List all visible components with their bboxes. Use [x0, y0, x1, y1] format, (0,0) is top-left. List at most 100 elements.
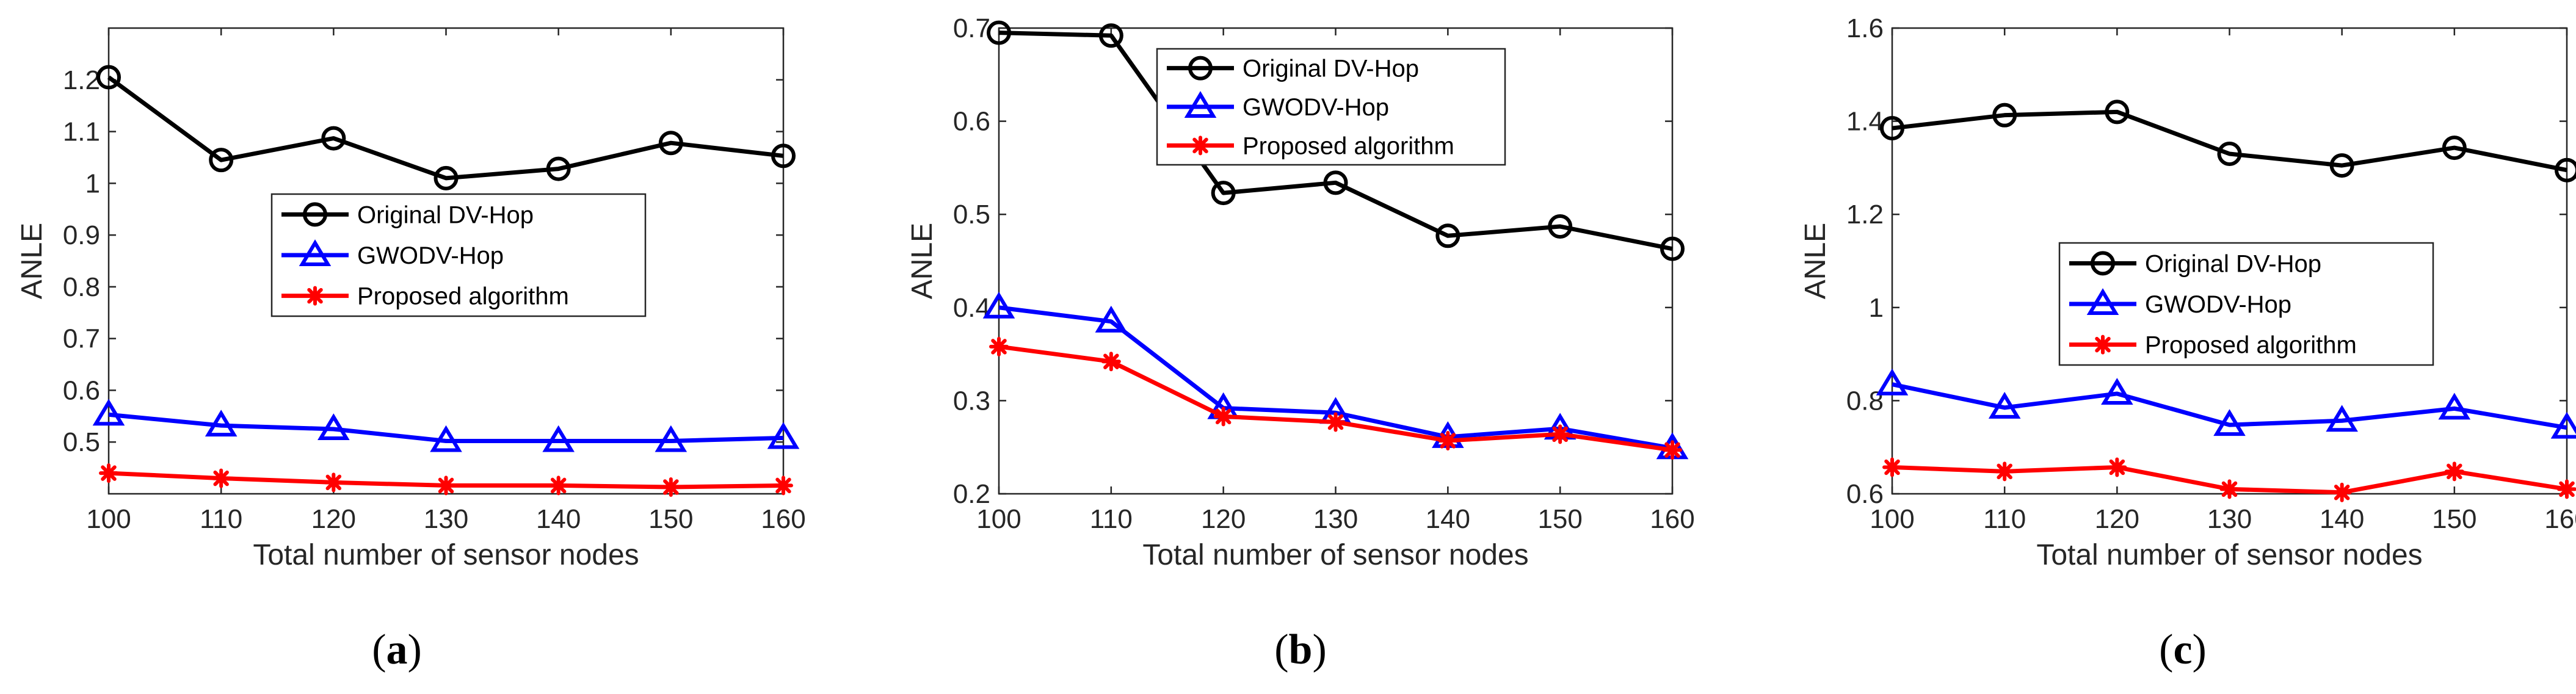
- legend-marker: [305, 286, 325, 306]
- series-line: [998, 31, 1673, 251]
- data-point: [430, 425, 462, 452]
- y-axis-label: ANLE: [1799, 223, 1832, 299]
- data-point: [655, 425, 688, 452]
- y-tick-label: 0.5: [953, 200, 990, 230]
- y-tick-label: 0.6: [953, 107, 990, 137]
- data-point: [989, 336, 1009, 356]
- data-point: [1988, 392, 2021, 419]
- series-circle: [96, 65, 796, 190]
- legend-item: GWODV-Hop: [281, 239, 504, 269]
- data-point: [324, 472, 344, 493]
- series-asterisk: [1882, 457, 2576, 502]
- data-point: [1880, 116, 1904, 141]
- panel-label: (a): [372, 626, 422, 673]
- legend-label: Original DV-Hop: [357, 201, 534, 228]
- x-tick-label: 130: [2207, 504, 2252, 534]
- data-point: [1660, 236, 1685, 261]
- data-point: [1876, 368, 1909, 396]
- data-point: [1550, 424, 1570, 444]
- series-line: [107, 75, 784, 181]
- data-point: [1213, 407, 1233, 427]
- data-point: [1101, 352, 1121, 372]
- x-tick-label: 150: [1537, 504, 1582, 534]
- y-tick-label: 1.2: [63, 65, 100, 95]
- data-point: [1438, 431, 1458, 451]
- x-tick-label: 100: [976, 504, 1021, 534]
- data-point: [661, 477, 681, 497]
- data-point: [321, 126, 346, 151]
- y-tick-label: 0.6: [1846, 479, 1884, 509]
- series-line: [108, 412, 784, 444]
- data-point: [2444, 461, 2464, 482]
- legend-label: Original DV-Hop: [2145, 250, 2321, 277]
- legend-label: Proposed algorithm: [2145, 332, 2357, 359]
- data-point: [982, 291, 1015, 319]
- series-line: [1892, 109, 2567, 173]
- x-tick-label: 100: [1870, 504, 1914, 534]
- data-point: [209, 148, 234, 173]
- y-tick-label: 0.8: [1846, 386, 1884, 416]
- chart-c: 100 110 120 130 140 150 160 0.6 0.8 1 1.2 1.4 1.6 Tot…: [1799, 13, 2576, 673]
- x-tick-label: 100: [86, 504, 131, 534]
- legend-item: Proposed algorithm: [281, 283, 569, 310]
- data-point: [2550, 411, 2576, 439]
- y-tick-label: 1: [85, 168, 100, 198]
- x-tick-label: 110: [1983, 504, 2026, 534]
- y-tick-label: 0.8: [63, 272, 100, 302]
- data-point: [1992, 103, 2017, 128]
- legend-marker: [2086, 288, 2119, 315]
- y-tick-label: 0.7: [63, 324, 100, 354]
- legend-label: GWODV-Hop: [1243, 94, 1389, 121]
- series-line: [1892, 382, 2567, 430]
- legend-marker: [299, 239, 332, 266]
- series-triangle: [92, 399, 800, 452]
- legend: Original DV-Hop GWODV-Hop Proposed algorit…: [1156, 48, 1506, 166]
- legend-item: GWODV-Hop: [2069, 288, 2291, 318]
- legend-item: Proposed algorithm: [2069, 332, 2357, 359]
- legend-item: GWODV-Hop: [1167, 91, 1389, 121]
- legend-label: GWODV-Hop: [357, 242, 504, 269]
- x-tick-label: 120: [311, 504, 356, 534]
- series-triangle: [1876, 368, 2576, 439]
- y-tick-label: 0.9: [63, 220, 100, 250]
- data-point: [99, 463, 118, 483]
- y-tick-label: 1.2: [1846, 200, 1884, 230]
- data-point: [1095, 305, 1128, 333]
- legend: Original DV-Hop GWODV-Hop Proposed algorit…: [270, 193, 647, 317]
- data-point: [767, 422, 800, 449]
- x-tick-label: 140: [536, 504, 581, 534]
- data-point: [205, 410, 238, 437]
- data-point: [2442, 136, 2467, 161]
- legend-marker: [1184, 91, 1217, 118]
- x-tick-label: 110: [1090, 504, 1133, 534]
- series-circle: [1880, 99, 2576, 183]
- y-tick-label: 1.1: [63, 117, 100, 147]
- x-tick-label: 130: [424, 504, 468, 534]
- series-asterisk: [99, 463, 793, 497]
- chart-a: 100 110 120 130 140 150 160 0.5 0.6 0.7 0.8 0.9 1 1.1…: [16, 27, 806, 673]
- y-tick-label: 0.6: [63, 375, 100, 405]
- series-circle: [987, 20, 1685, 261]
- data-point: [2213, 409, 2246, 436]
- legend-item: Original DV-Hop: [2069, 250, 2321, 277]
- data-point: [434, 165, 459, 190]
- data-point: [2101, 378, 2133, 405]
- data-point: [1211, 181, 1236, 206]
- data-point: [1098, 23, 1123, 48]
- data-point: [542, 425, 575, 452]
- y-tick-label: 0.3: [953, 386, 990, 416]
- data-point: [2557, 479, 2576, 499]
- data-point: [548, 475, 568, 496]
- legend-marker: [2091, 251, 2115, 276]
- x-tick-label: 150: [2432, 504, 2476, 534]
- legend-item: Original DV-Hop: [1167, 56, 1419, 82]
- x-tick-label: 130: [1313, 504, 1358, 534]
- data-point: [1435, 223, 1460, 248]
- y-tick-label: 0.2: [953, 479, 990, 509]
- data-point: [2329, 153, 2354, 178]
- y-tick-label: 1: [1869, 293, 1884, 323]
- series-asterisk: [989, 336, 1682, 460]
- data-point: [2217, 142, 2242, 167]
- y-tick-label: 1.6: [1846, 13, 1884, 43]
